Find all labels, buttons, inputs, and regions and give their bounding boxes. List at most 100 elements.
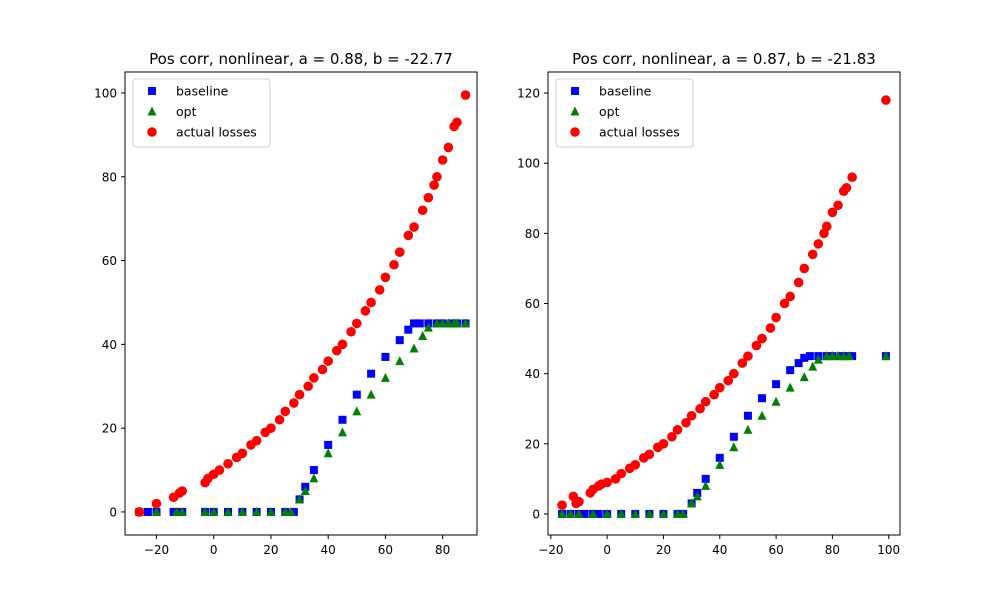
data-point bbox=[847, 172, 857, 183]
data-point bbox=[805, 352, 814, 361]
data-point bbox=[209, 506, 219, 516]
x-tick-label: 0 bbox=[210, 543, 218, 557]
data-point bbox=[172, 506, 182, 516]
data-point bbox=[785, 291, 795, 302]
data-point bbox=[557, 508, 567, 518]
legend-marker bbox=[147, 127, 157, 137]
legend-label: actual losses bbox=[599, 125, 680, 140]
data-point bbox=[280, 406, 291, 417]
data-point bbox=[323, 356, 333, 366]
data-point bbox=[701, 474, 710, 483]
data-point bbox=[346, 326, 356, 337]
data-point bbox=[848, 352, 857, 361]
data-point bbox=[366, 297, 376, 308]
data-point bbox=[807, 249, 818, 260]
data-point bbox=[779, 298, 790, 309]
data-point bbox=[303, 381, 313, 392]
y-tick-label: 40 bbox=[525, 367, 540, 381]
x-tick-label: 20 bbox=[656, 543, 671, 557]
data-point bbox=[404, 325, 413, 334]
data-point bbox=[644, 508, 654, 518]
data-point bbox=[757, 333, 767, 344]
data-point bbox=[389, 259, 399, 270]
data-point bbox=[700, 396, 711, 407]
data-point bbox=[715, 459, 725, 469]
data-point bbox=[418, 330, 428, 340]
data-points bbox=[557, 95, 891, 518]
data-point bbox=[151, 506, 161, 516]
data-point bbox=[266, 423, 276, 433]
data-point bbox=[667, 431, 677, 442]
data-point bbox=[461, 318, 471, 328]
data-point bbox=[678, 508, 688, 518]
data-point bbox=[772, 380, 781, 389]
data-point bbox=[294, 389, 305, 400]
data-point bbox=[616, 508, 626, 518]
data-points bbox=[134, 90, 471, 517]
data-point bbox=[289, 398, 299, 408]
data-point bbox=[743, 411, 752, 420]
data-point bbox=[200, 506, 210, 516]
legend-marker bbox=[147, 106, 157, 116]
data-point bbox=[786, 366, 795, 375]
data-point bbox=[709, 389, 719, 400]
data-point bbox=[395, 336, 404, 345]
series-actual-losses bbox=[134, 90, 471, 517]
data-point bbox=[813, 239, 824, 249]
data-point bbox=[151, 498, 162, 509]
data-point bbox=[813, 354, 823, 364]
y-tick-label: 60 bbox=[102, 254, 117, 268]
data-point bbox=[432, 318, 442, 328]
data-point bbox=[681, 417, 691, 428]
data-point bbox=[799, 263, 810, 274]
data-point bbox=[381, 352, 390, 361]
data-point bbox=[289, 507, 298, 516]
data-point bbox=[410, 319, 419, 328]
data-point bbox=[429, 180, 439, 190]
legend-marker bbox=[148, 87, 156, 95]
y-tick-label: 120 bbox=[517, 87, 540, 101]
data-point bbox=[723, 375, 734, 386]
legend-label: opt bbox=[176, 104, 197, 119]
data-point bbox=[266, 506, 276, 516]
y-tick-label: 20 bbox=[102, 422, 117, 436]
data-point bbox=[580, 509, 589, 518]
data-point bbox=[841, 182, 852, 193]
x-tick-label: −20 bbox=[538, 543, 563, 557]
data-point bbox=[417, 205, 428, 216]
data-point bbox=[367, 369, 376, 378]
series-baseline bbox=[558, 352, 890, 518]
data-point bbox=[822, 351, 832, 361]
data-point bbox=[309, 466, 318, 475]
data-point bbox=[658, 508, 668, 518]
y-tick-label: 100 bbox=[94, 86, 117, 100]
data-point bbox=[574, 508, 584, 518]
data-point bbox=[251, 435, 262, 446]
series-opt bbox=[134, 318, 471, 516]
data-point bbox=[751, 340, 762, 351]
data-point bbox=[630, 508, 640, 518]
data-point bbox=[833, 351, 843, 361]
data-point bbox=[715, 453, 724, 462]
x-tick-label: 40 bbox=[321, 543, 336, 557]
data-point bbox=[460, 90, 471, 100]
data-point bbox=[443, 142, 454, 153]
data-point bbox=[443, 318, 453, 328]
legend-label: opt bbox=[599, 104, 620, 119]
data-point bbox=[134, 507, 145, 517]
legend-marker bbox=[571, 87, 579, 95]
data-point bbox=[757, 410, 767, 420]
data-point bbox=[588, 508, 598, 518]
data-point bbox=[695, 403, 705, 414]
data-point bbox=[437, 155, 448, 165]
data-point bbox=[415, 319, 424, 328]
x-tick-label: 80 bbox=[435, 543, 450, 557]
legend: baseline opt actual losses bbox=[555, 78, 694, 148]
y-tick-label: 80 bbox=[102, 170, 117, 184]
data-point bbox=[821, 221, 832, 232]
data-point bbox=[799, 372, 809, 382]
data-point bbox=[338, 415, 347, 424]
data-point bbox=[743, 424, 753, 434]
data-point bbox=[630, 460, 641, 470]
axes-frame bbox=[124, 71, 478, 536]
